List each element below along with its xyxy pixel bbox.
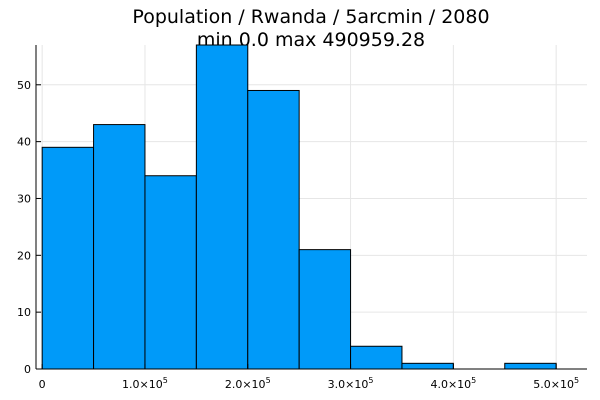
y-tick-labels: 0 10 20 30 40 50 bbox=[17, 79, 31, 376]
y-tick-label-5: 50 bbox=[17, 79, 31, 92]
x-tick-label-4: 4.0×105 bbox=[430, 376, 476, 391]
chart-title-line-1: Population / Rwanda / 5arcmin / 2080 bbox=[132, 6, 489, 28]
x-tick-label-1: 1.0×105 bbox=[122, 376, 168, 391]
x-tick-labels: 0 1.0×105 2.0×105 3.0×105 4.0×105 5.0×105 bbox=[39, 376, 579, 391]
bar-0 bbox=[41, 146, 95, 370]
y-tick-label-2: 20 bbox=[17, 249, 31, 262]
bar-2 bbox=[144, 175, 197, 370]
x-tick-label-0: 0 bbox=[39, 378, 46, 391]
bar-9 bbox=[504, 362, 557, 370]
chart-title-line-2: min 0.0 max 490959.28 bbox=[197, 29, 425, 51]
bar-4 bbox=[247, 89, 300, 370]
bar-3 bbox=[195, 44, 249, 370]
x-tick-label-2: 2.0×105 bbox=[225, 376, 271, 391]
bar-5 bbox=[298, 249, 352, 370]
y-tick-label-0: 0 bbox=[24, 363, 31, 376]
y-tick-label-4: 40 bbox=[17, 136, 31, 149]
bar-7 bbox=[401, 362, 454, 370]
bar-6 bbox=[350, 345, 403, 370]
y-tick-label-3: 30 bbox=[17, 192, 31, 205]
y-tick-label-1: 10 bbox=[17, 306, 31, 319]
x-tick-label-3: 3.0×105 bbox=[328, 376, 374, 391]
bars bbox=[41, 44, 557, 370]
x-tick-label-5: 5.0×105 bbox=[533, 376, 579, 391]
axes bbox=[35, 45, 587, 370]
bar-1 bbox=[93, 124, 146, 370]
